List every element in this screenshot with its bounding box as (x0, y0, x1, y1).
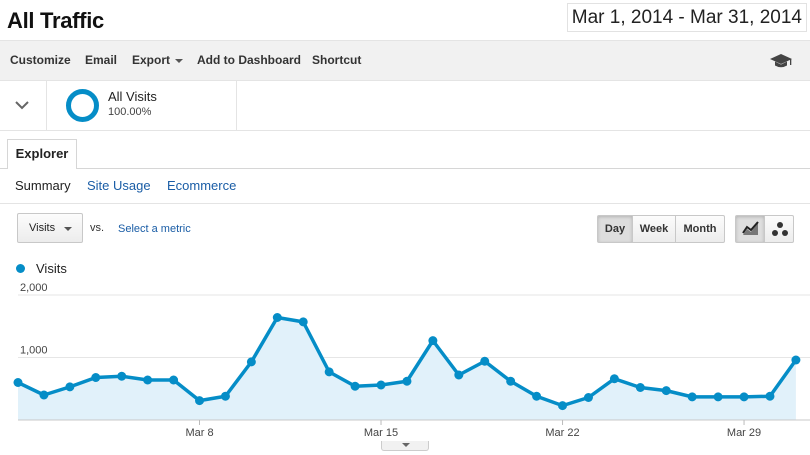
data-point (39, 390, 49, 400)
segment-ring-icon (66, 89, 99, 122)
chevron-down-icon (15, 101, 29, 110)
data-point (558, 401, 568, 411)
data-point (13, 378, 23, 387)
data-point (506, 376, 516, 386)
metric-select[interactable]: Visits (17, 213, 83, 243)
y-tick-label: 1,000 (20, 345, 48, 357)
data-point (195, 396, 205, 406)
date-range-picker[interactable]: Mar 1, 2014 - Mar 31, 2014 (566, 3, 807, 32)
data-point (169, 375, 179, 385)
y-tick-label: 2,000 (20, 282, 48, 294)
chevron-down-icon (402, 443, 410, 447)
shortcut-button[interactable]: Shortcut (312, 53, 362, 67)
line-chart-view-button[interactable] (735, 215, 765, 243)
segment-bar: All Visits 100.00% (0, 81, 810, 131)
x-tick-label: Mar 15 (364, 427, 398, 439)
legend-label: Visits (36, 261, 67, 276)
chart-collapse-handle[interactable] (381, 441, 429, 451)
data-point (454, 370, 464, 380)
data-point (246, 357, 256, 367)
line-chart-icon (742, 221, 759, 235)
email-button[interactable]: Email (85, 53, 118, 67)
metric-select-label: Visits (29, 222, 56, 234)
data-point (298, 317, 308, 327)
subtab-divider (0, 203, 810, 204)
segment-card-all-visits[interactable]: All Visits 100.00% (47, 81, 237, 130)
tab-divider (0, 168, 810, 169)
segment-name: All Visits (108, 89, 157, 104)
select-metric-link[interactable]: Select a metric (118, 223, 191, 235)
data-point (791, 355, 801, 365)
x-tick-label: Mar 22 (545, 427, 579, 439)
subtab-site-usage[interactable]: Site Usage (87, 178, 151, 193)
motion-chart-icon (772, 222, 788, 236)
data-point (428, 336, 438, 346)
data-point (324, 367, 334, 377)
export-button[interactable]: Export (132, 53, 184, 67)
data-point (687, 392, 697, 402)
page-title: All Traffic (7, 8, 104, 33)
data-point (143, 375, 153, 385)
segment-expand-toggle[interactable] (0, 81, 47, 130)
data-point (480, 356, 490, 366)
subtab-ecommerce[interactable]: Ecommerce (167, 178, 237, 193)
graduation-cap-icon[interactable] (769, 52, 793, 70)
report-toolbar: Customize Email Export Add to Dashboard … (0, 40, 810, 81)
x-tick-label: Mar 8 (185, 427, 213, 439)
data-point (532, 391, 542, 401)
customize-button[interactable]: Customize (10, 53, 71, 67)
title-bar: All Traffic Mar 1, 2014 - Mar 31, 2014 (0, 0, 810, 40)
data-point (661, 386, 671, 396)
granularity-day-button[interactable]: Day (597, 215, 633, 243)
data-point (376, 380, 386, 390)
data-point (272, 313, 282, 322)
tab-explorer[interactable]: Explorer (7, 139, 77, 169)
export-label: Export (132, 53, 171, 67)
visits-chart: 2,000 1,000 Mar 8 Mar 15 Mar 22 Mar 29 (13, 282, 810, 439)
subtab-summary[interactable]: Summary (15, 178, 71, 193)
data-point (220, 391, 230, 401)
visits-area (18, 317, 796, 420)
add-to-dashboard-button[interactable]: Add to Dashboard (197, 53, 301, 67)
data-point (402, 376, 412, 386)
granularity-month-button[interactable]: Month (675, 215, 725, 243)
granularity-week-button[interactable]: Week (632, 215, 676, 243)
chevron-down-icon (175, 58, 184, 63)
legend-swatch (16, 264, 25, 273)
x-tick-label: Mar 29 (727, 427, 761, 439)
data-point (713, 392, 723, 402)
data-point (583, 393, 593, 402)
motion-chart-view-button[interactable] (764, 215, 794, 243)
data-point (65, 382, 75, 392)
vs-label: vs. (90, 222, 105, 234)
data-point (635, 383, 645, 392)
data-point (91, 373, 101, 382)
data-point (609, 374, 619, 384)
data-point (765, 391, 775, 401)
data-point (739, 392, 749, 402)
segment-percent: 100.00% (108, 106, 152, 118)
chevron-down-icon (64, 227, 72, 231)
data-point (117, 371, 127, 381)
data-point (350, 381, 360, 391)
